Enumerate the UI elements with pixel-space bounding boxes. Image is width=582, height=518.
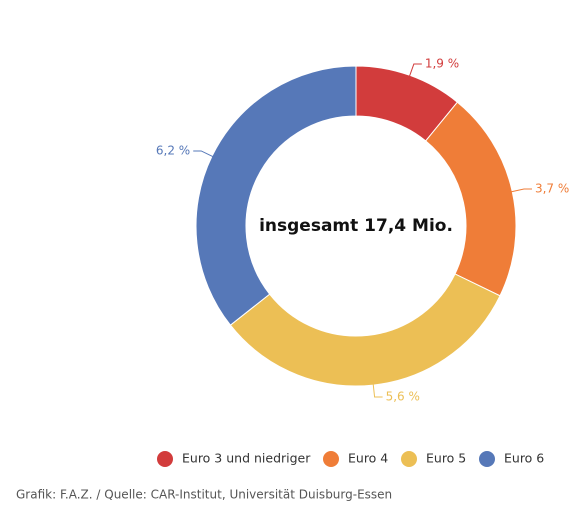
leader-line [408, 63, 422, 78]
legend-label: Euro 5 [426, 451, 466, 466]
legend-label: Euro 4 [348, 451, 388, 466]
data-label: 1,9 % [425, 57, 459, 71]
legend-marker [157, 451, 173, 467]
leader-line [510, 188, 532, 193]
donut-segment [195, 65, 357, 326]
leader-line [193, 150, 215, 158]
data-label: 6,2 % [156, 143, 190, 157]
legend-label: Euro 6 [504, 451, 544, 466]
source: Grafik: F.A.Z. / Quelle: CAR-Institut, U… [16, 488, 392, 502]
legend-marker [323, 451, 339, 467]
legend-label: Euro 3 und niedriger [182, 451, 311, 466]
donut-segment [424, 101, 517, 297]
data-label: 3,7 % [535, 182, 569, 196]
data-label: 5,6 % [386, 389, 420, 403]
legend-marker [401, 451, 417, 467]
leader-line [372, 383, 383, 398]
donut-segment [229, 273, 501, 387]
center-text: insgesamt 17,4 Mio. [259, 216, 453, 236]
legend-marker [479, 451, 495, 467]
